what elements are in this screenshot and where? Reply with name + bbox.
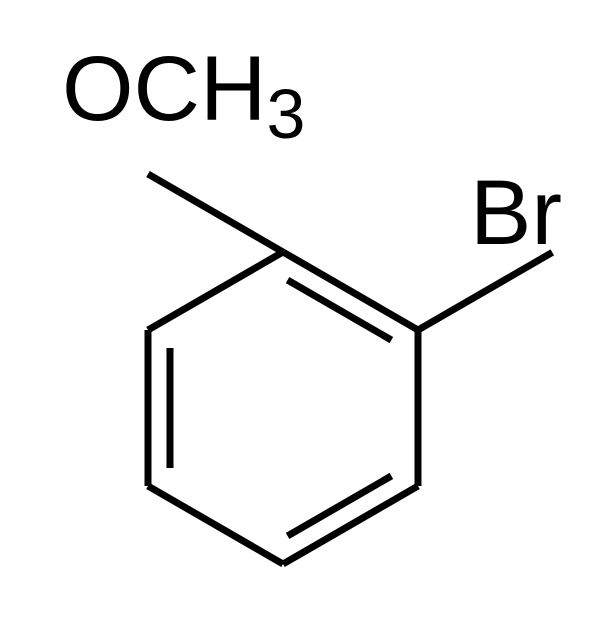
br-label: Br	[470, 162, 562, 264]
molecule-diagram: OCH3 Br	[0, 0, 607, 640]
och3-label: OCH3	[62, 38, 305, 153]
